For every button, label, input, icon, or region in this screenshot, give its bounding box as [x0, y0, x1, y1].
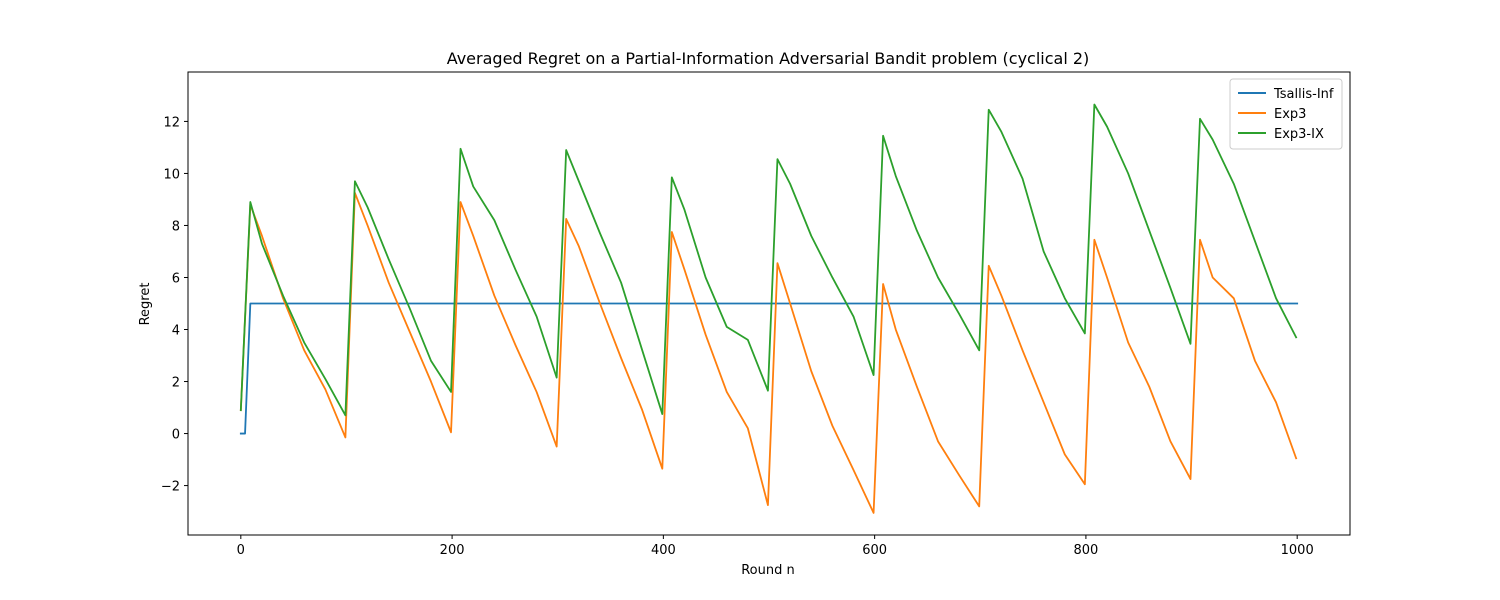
x-tick-label: 800 — [1073, 543, 1098, 558]
legend-label: Exp3-IX — [1274, 127, 1324, 142]
series-line-tsallis-inf — [239, 302, 1299, 435]
y-axis-label: Regret — [138, 283, 153, 326]
x-tick-label: 200 — [440, 543, 465, 558]
legend: Tsallis-Inf Exp3 Exp3-IX — [1229, 78, 1343, 150]
y-tick-label: 6 — [172, 271, 180, 286]
x-tick-label: 1000 — [1281, 543, 1314, 558]
y-tick-label: −2 — [161, 480, 180, 495]
legend-label: Tsallis-Inf — [1273, 87, 1334, 102]
y-tick-label: 8 — [172, 219, 180, 234]
y-axis: −2 0 2 4 6 8 10 12 — [161, 115, 188, 495]
plot-frame — [187, 71, 1351, 536]
x-tick-label: 600 — [862, 543, 887, 558]
series-line-exp3 — [239, 192, 1298, 514]
series-line-exp3-ix — [239, 103, 1298, 417]
x-axis-label: Round n — [741, 563, 795, 578]
y-tick-label: 4 — [172, 324, 180, 339]
legend-box — [1229, 78, 1343, 150]
x-axis: 0 200 400 600 800 1000 — [237, 535, 1314, 558]
plot-area — [239, 103, 1299, 514]
y-tick-label: 12 — [163, 115, 180, 130]
y-tick-label: 10 — [163, 167, 180, 182]
x-tick-label: 400 — [651, 543, 676, 558]
y-tick-label: 2 — [172, 376, 180, 391]
x-tick-label: 0 — [237, 543, 245, 558]
y-tick-label: 0 — [172, 428, 180, 443]
chart-title: Averaged Regret on a Partial-Information… — [447, 49, 1090, 68]
legend-label: Exp3 — [1274, 107, 1306, 122]
